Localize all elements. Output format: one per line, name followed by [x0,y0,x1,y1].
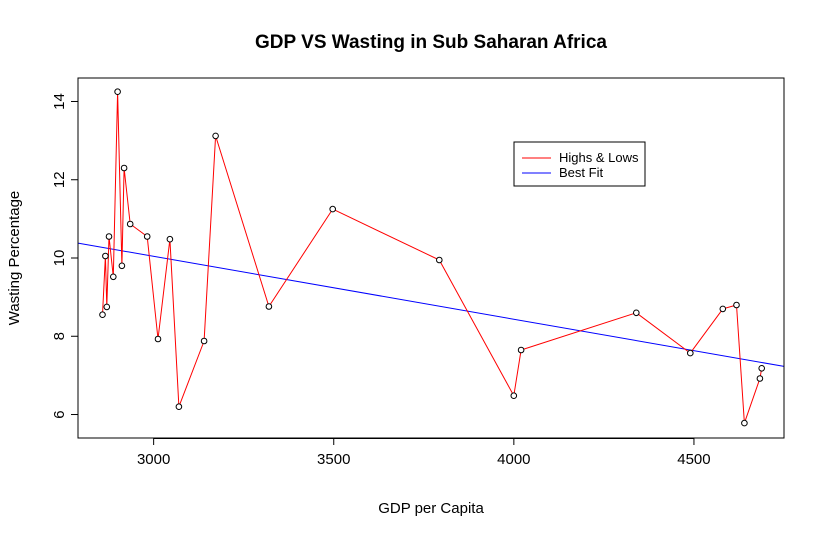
axes: 3000 3500 4000 4500 6 8 10 12 14 [51,77,785,468]
y-tick-label-10: 10 [51,250,68,267]
data-point-18 [436,256,443,264]
data-point-19 [510,392,518,400]
x-tick-label-4500: 4500 [677,451,710,468]
data-point-22 [687,349,694,357]
data-point-8 [120,164,128,172]
data-point-6 [114,88,121,95]
data-point-17 [329,205,337,213]
x-tick-label-3000: 3000 [137,451,170,468]
data-point-12 [166,235,174,243]
y-tick-label-8: 8 [51,332,68,340]
x-tick-label-3500: 3500 [317,451,350,468]
plot-marks [77,88,785,427]
data-point-27 [758,365,766,372]
data-point-15 [212,132,219,140]
data-point-10 [143,233,151,240]
chart-title: GDP VS Wasting in Sub Saharan Africa [255,32,607,53]
x-axis-label: GDP per Capita [378,500,484,517]
data-point-9 [126,220,134,228]
data-point-5 [110,273,117,281]
data-point-26 [756,375,764,382]
legend-entry-highs-lows: Highs & Lows [559,150,639,165]
data-point-20 [517,346,525,354]
data-point-2 [102,252,109,260]
data-point-24 [733,301,740,309]
data-point-16 [265,303,273,310]
y-axis-label: Wasting Percentage [6,191,23,326]
data-point-1 [99,311,106,319]
x-tick-label-4000: 4000 [497,451,530,468]
legend: Highs & Lows Best Fit [513,141,646,187]
data-point-23 [719,305,727,313]
y-tick-label-12: 12 [51,171,68,188]
y-tick-label-14: 14 [51,93,68,110]
data-point-21 [633,309,640,317]
best-fit-line [77,242,785,367]
data-point-13 [175,403,183,411]
data-point-14 [200,337,208,345]
y-tick-label-6: 6 [51,410,68,418]
data-point-4 [105,233,113,240]
data-point-25 [741,419,748,427]
data-point-7 [118,262,126,270]
legend-box [513,141,646,187]
legend-entry-best-fit: Best Fit [559,165,603,180]
data-point-11 [154,335,162,343]
data-point-3 [103,303,111,311]
